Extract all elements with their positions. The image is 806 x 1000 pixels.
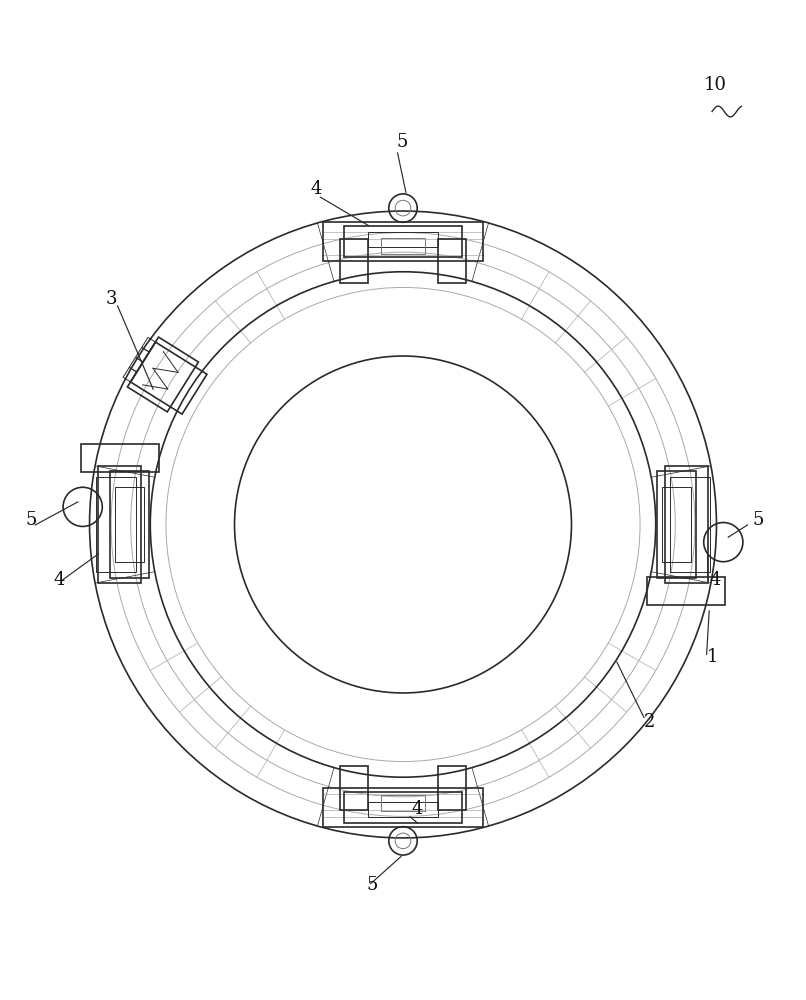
Text: 5: 5 <box>26 511 37 529</box>
Text: 1: 1 <box>707 648 718 666</box>
Text: 4: 4 <box>710 571 721 589</box>
Text: 3: 3 <box>106 290 118 308</box>
Text: 10: 10 <box>704 76 727 94</box>
Text: 4: 4 <box>53 571 65 589</box>
Text: 5: 5 <box>397 133 408 151</box>
Text: 4: 4 <box>411 800 422 818</box>
Text: 5: 5 <box>753 511 764 529</box>
Text: 4: 4 <box>310 180 322 198</box>
Text: 5: 5 <box>367 876 378 894</box>
Text: 2: 2 <box>644 713 655 731</box>
